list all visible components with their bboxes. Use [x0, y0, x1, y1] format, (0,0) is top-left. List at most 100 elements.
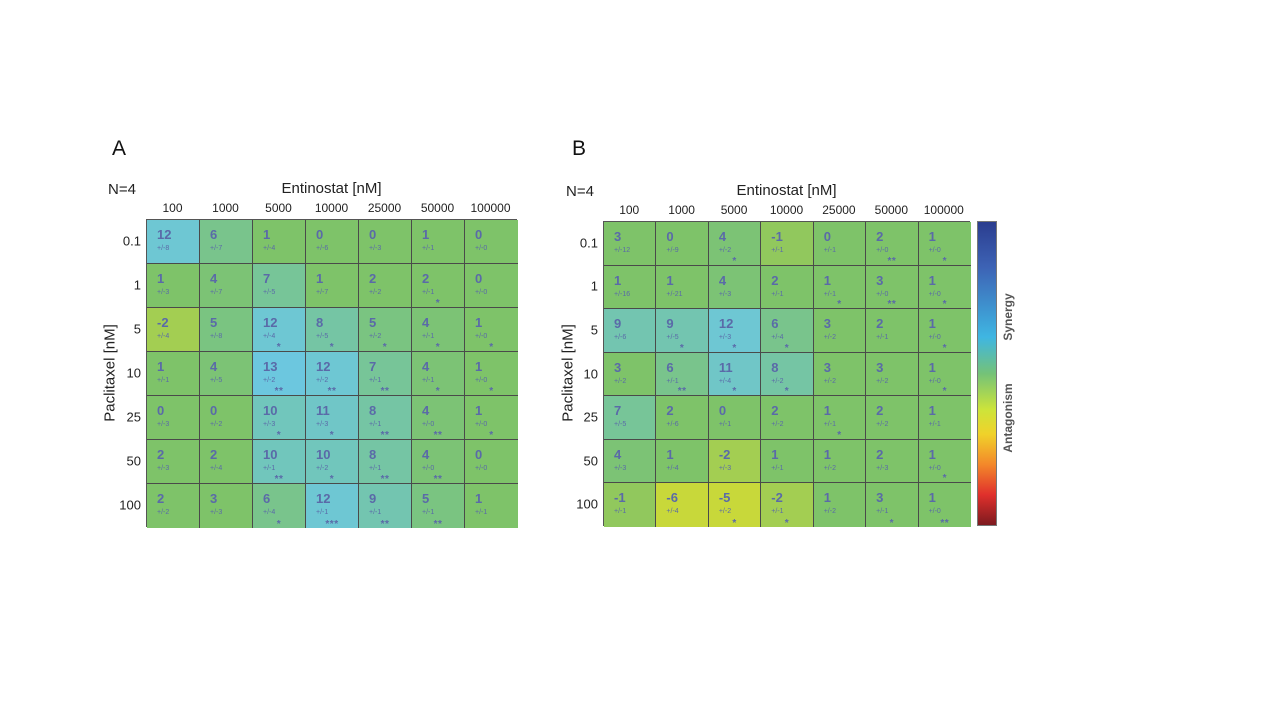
col-tick-label: 1000	[212, 201, 239, 215]
cell-sd: +/-12	[614, 247, 631, 254]
cell-sd: +/-3	[316, 421, 329, 428]
cell-significance: *	[679, 342, 685, 354]
heatmap-cell: 1 +/-0 *	[918, 439, 971, 484]
heatmap-cell: 2 +/-4	[200, 440, 253, 484]
cell-sd: +/-0	[422, 421, 435, 428]
heatmap-cell: 1 +/-21	[656, 265, 709, 310]
heatmap-cell: -2 +/-3	[708, 439, 762, 484]
panel-b-letter: B	[572, 137, 587, 160]
cell-sd: +/-4	[666, 508, 679, 516]
cell-value: 10	[263, 403, 278, 418]
cell-value: 8	[369, 447, 377, 462]
cell-value: 0	[666, 229, 674, 244]
cell-value: 0	[823, 229, 831, 244]
cell-value: 4	[210, 271, 218, 286]
cell-sd: +/-1	[422, 245, 435, 252]
cell-sd: +/-0	[475, 289, 488, 296]
heatmap-cell: 2 +/-2	[147, 484, 200, 528]
cell-value: 6	[210, 227, 218, 242]
row-tick-label: 50	[583, 453, 598, 469]
cell-value: 3	[210, 491, 218, 506]
cell-significance: *	[889, 517, 895, 529]
heatmap-cell: 4 +/-5	[200, 352, 253, 396]
cell-value: 4	[422, 403, 430, 418]
cell-sd: +/-1	[157, 377, 170, 384]
cell-value: 2	[771, 403, 779, 419]
cell-significance: *	[489, 386, 494, 397]
heatmap-cell: 1 +/-0 *	[465, 308, 518, 353]
cell-sd: +/-5	[210, 377, 223, 384]
cell-value: 9	[369, 491, 377, 506]
panel-b-y-axis-title: Paclitaxel [nM]	[559, 324, 577, 422]
cell-value: 6	[666, 359, 674, 375]
heatmap-cell: 6 +/-7	[200, 220, 253, 264]
cell-sd: +/-4	[263, 509, 276, 516]
colorbar	[977, 221, 997, 526]
col-tick-label: 100	[619, 203, 640, 217]
cell-sd: +/-3	[157, 465, 170, 472]
cell-value: 1	[666, 272, 674, 288]
heatmap-cell: 3 +/-3	[200, 484, 253, 528]
cell-value: 12	[718, 316, 734, 332]
cell-value: 5	[422, 491, 430, 506]
heatmap-cell: 1 +/-3	[147, 264, 200, 308]
cell-value: 2	[666, 403, 674, 419]
cell-sd: +/-0	[475, 245, 488, 252]
cell-value: 8	[369, 403, 377, 418]
cell-value: -6	[666, 490, 678, 506]
cell-significance: **	[327, 386, 337, 397]
cell-significance: **	[887, 255, 897, 267]
cell-sd: +/-5	[263, 289, 276, 296]
heatmap-cell: 6 +/-1 **	[656, 352, 709, 397]
cell-significance: *	[837, 299, 842, 311]
cell-sd: +/-7	[316, 289, 329, 296]
cell-sd: +/-3	[614, 464, 627, 472]
heatmap-cell: 3 +/-1 *	[866, 483, 919, 529]
panel-a-n-label: N=4	[108, 181, 136, 198]
cell-value: 4	[210, 359, 218, 374]
cell-sd: +/-9	[666, 247, 679, 254]
cell-sd: +/-3	[369, 245, 382, 252]
heatmap-cell: 13 +/-2 **	[253, 352, 306, 397]
cell-significance: *	[784, 386, 790, 398]
cell-value: 2	[369, 271, 377, 286]
heatmap-cell: 3 +/-2	[604, 352, 657, 397]
cell-sd: +/-0	[928, 247, 941, 254]
cell-sd: +/-2	[823, 464, 836, 472]
heatmap-cell: 9 +/-1 **	[359, 484, 412, 530]
cell-sd: +/-2	[771, 421, 784, 429]
cell-value: 1	[263, 227, 271, 242]
cell-sd: +/-2	[823, 377, 836, 385]
cell-value: 0	[718, 403, 727, 419]
cell-value: 1	[475, 315, 483, 330]
cell-value: 3	[876, 359, 884, 375]
cell-value: 0	[475, 447, 483, 462]
cell-value: 3	[614, 359, 622, 375]
cell-sd: +/-4	[263, 333, 276, 340]
heatmap-cell: 11 +/-3 *	[306, 396, 359, 441]
cell-sd: +/-2	[316, 377, 329, 384]
cell-sd: +/-5	[614, 421, 627, 429]
heatmap-cell: 1 +/-1 *	[813, 265, 867, 311]
panel-b-heatmap-grid: 3 +/-12 0 +/-9 4 +/-2 * -1 +/-1 0 +/-1 2 +/-0 ** 1 +/-0…	[603, 221, 971, 529]
heatmap-cell: 2 +/-3	[866, 439, 919, 484]
cell-value: 12	[316, 491, 331, 506]
heatmap-cell: 9 +/-6	[604, 309, 657, 353]
cell-value: 0	[316, 227, 324, 242]
heatmap-cell: 3 +/-12	[604, 222, 657, 266]
cell-sd: +/-1	[771, 290, 784, 298]
cell-value: 0	[157, 403, 165, 418]
cell-value: 1	[475, 403, 483, 418]
cell-sd: +/-2	[718, 508, 732, 516]
cell-sd: +/-21	[666, 290, 683, 298]
row-tick-label: 1	[133, 277, 141, 293]
panel-a-y-axis-title: Paclitaxel [nM]	[101, 324, 119, 422]
heatmap-cell: 4 +/-0 **	[412, 440, 465, 485]
heatmap-cell: 1 +/-0 *	[918, 309, 971, 354]
heatmap-cell: 12 +/-3 *	[708, 309, 762, 354]
heatmap-cell: -6 +/-4	[656, 483, 709, 527]
cell-significance: *	[382, 342, 388, 353]
row-tick-label: 50	[126, 453, 141, 469]
heatmap-cell: 12 +/-8	[147, 220, 200, 264]
cell-value: -5	[718, 490, 731, 506]
